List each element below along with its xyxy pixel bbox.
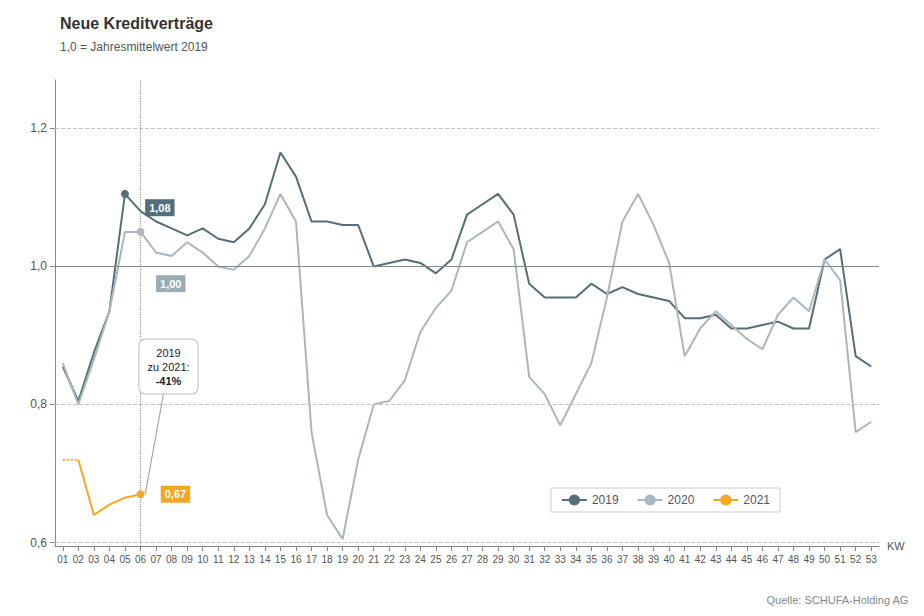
svg-text:52: 52 bbox=[850, 554, 862, 565]
svg-text:45: 45 bbox=[741, 554, 753, 565]
svg-text:KW: KW bbox=[887, 540, 905, 552]
svg-text:Quelle: SCHUFA-Holding AG: Quelle: SCHUFA-Holding AG bbox=[767, 594, 909, 606]
svg-text:49: 49 bbox=[803, 554, 815, 565]
svg-text:2019: 2019 bbox=[592, 493, 619, 507]
svg-text:30: 30 bbox=[508, 554, 520, 565]
svg-text:47: 47 bbox=[772, 554, 784, 565]
svg-text:2021: 2021 bbox=[743, 493, 770, 507]
svg-text:39: 39 bbox=[648, 554, 660, 565]
svg-text:41: 41 bbox=[679, 554, 691, 565]
svg-text:2020: 2020 bbox=[668, 493, 695, 507]
svg-text:26: 26 bbox=[446, 554, 458, 565]
svg-text:1,08: 1,08 bbox=[149, 202, 170, 214]
svg-text:25: 25 bbox=[430, 554, 442, 565]
svg-text:Neue Kreditverträge: Neue Kreditverträge bbox=[60, 15, 213, 32]
svg-text:14: 14 bbox=[259, 554, 271, 565]
svg-text:10: 10 bbox=[197, 554, 209, 565]
svg-text:19: 19 bbox=[337, 554, 349, 565]
svg-text:51: 51 bbox=[835, 554, 847, 565]
svg-text:23: 23 bbox=[399, 554, 411, 565]
svg-text:32: 32 bbox=[539, 554, 551, 565]
svg-text:zu 2021:: zu 2021: bbox=[147, 361, 189, 373]
svg-text:1,00: 1,00 bbox=[160, 278, 181, 290]
svg-text:24: 24 bbox=[415, 554, 427, 565]
svg-text:01: 01 bbox=[57, 554, 69, 565]
svg-text:36: 36 bbox=[601, 554, 613, 565]
svg-text:31: 31 bbox=[524, 554, 536, 565]
svg-text:40: 40 bbox=[664, 554, 676, 565]
svg-text:1,0: 1,0 bbox=[30, 259, 47, 273]
svg-text:0,67: 0,67 bbox=[165, 488, 186, 500]
svg-text:13: 13 bbox=[244, 554, 256, 565]
svg-text:27: 27 bbox=[461, 554, 473, 565]
svg-text:07: 07 bbox=[150, 554, 162, 565]
svg-text:33: 33 bbox=[555, 554, 567, 565]
svg-text:12: 12 bbox=[228, 554, 240, 565]
svg-text:04: 04 bbox=[104, 554, 116, 565]
svg-text:03: 03 bbox=[88, 554, 100, 565]
svg-text:20: 20 bbox=[353, 554, 365, 565]
svg-text:37: 37 bbox=[617, 554, 629, 565]
svg-text:53: 53 bbox=[866, 554, 878, 565]
svg-text:11: 11 bbox=[213, 554, 224, 565]
svg-text:46: 46 bbox=[757, 554, 769, 565]
svg-text:0,6: 0,6 bbox=[30, 536, 47, 550]
svg-text:08: 08 bbox=[166, 554, 178, 565]
svg-text:1,2: 1,2 bbox=[30, 121, 47, 135]
svg-text:34: 34 bbox=[570, 554, 582, 565]
svg-text:22: 22 bbox=[384, 554, 396, 565]
svg-text:44: 44 bbox=[726, 554, 738, 565]
svg-text:48: 48 bbox=[788, 554, 800, 565]
svg-text:18: 18 bbox=[322, 554, 334, 565]
svg-text:35: 35 bbox=[586, 554, 598, 565]
svg-text:50: 50 bbox=[819, 554, 831, 565]
svg-text:2019: 2019 bbox=[156, 347, 180, 359]
svg-text:1,0 = Jahresmittelwert 2019: 1,0 = Jahresmittelwert 2019 bbox=[60, 40, 208, 54]
svg-text:16: 16 bbox=[290, 554, 302, 565]
svg-text:0,8: 0,8 bbox=[30, 397, 47, 411]
svg-text:21: 21 bbox=[368, 554, 380, 565]
svg-text:06: 06 bbox=[135, 554, 147, 565]
svg-text:28: 28 bbox=[477, 554, 489, 565]
svg-text:09: 09 bbox=[182, 554, 194, 565]
svg-text:15: 15 bbox=[275, 554, 287, 565]
svg-text:-41%: -41% bbox=[156, 375, 182, 387]
svg-text:42: 42 bbox=[695, 554, 707, 565]
svg-text:38: 38 bbox=[632, 554, 644, 565]
svg-text:02: 02 bbox=[73, 554, 85, 565]
svg-text:17: 17 bbox=[306, 554, 318, 565]
svg-text:29: 29 bbox=[493, 554, 505, 565]
svg-text:05: 05 bbox=[119, 554, 131, 565]
svg-text:43: 43 bbox=[710, 554, 722, 565]
